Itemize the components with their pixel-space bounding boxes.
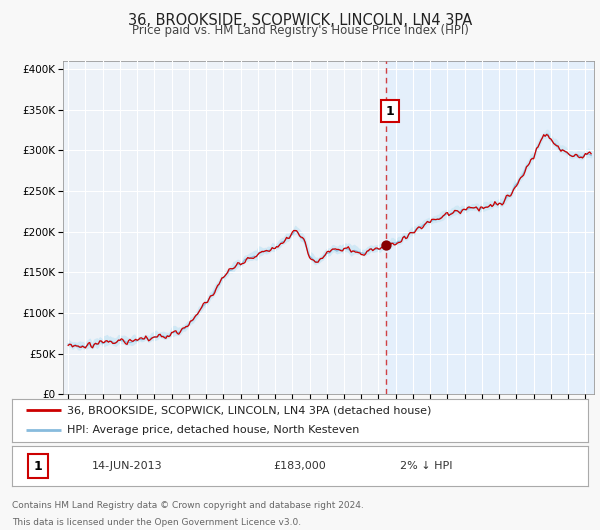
Text: 36, BROOKSIDE, SCOPWICK, LINCOLN, LN4 3PA (detached house): 36, BROOKSIDE, SCOPWICK, LINCOLN, LN4 3P… (67, 405, 431, 416)
Text: 14-JUN-2013: 14-JUN-2013 (92, 461, 163, 471)
Text: 36, BROOKSIDE, SCOPWICK, LINCOLN, LN4 3PA: 36, BROOKSIDE, SCOPWICK, LINCOLN, LN4 3P… (128, 13, 472, 28)
Text: 1: 1 (386, 105, 394, 118)
Text: 1: 1 (34, 460, 42, 473)
Text: Price paid vs. HM Land Registry's House Price Index (HPI): Price paid vs. HM Land Registry's House … (131, 24, 469, 37)
Text: Contains HM Land Registry data © Crown copyright and database right 2024.: Contains HM Land Registry data © Crown c… (12, 501, 364, 510)
Text: 2% ↓ HPI: 2% ↓ HPI (400, 461, 453, 471)
Text: £183,000: £183,000 (274, 461, 326, 471)
Text: This data is licensed under the Open Government Licence v3.0.: This data is licensed under the Open Gov… (12, 518, 301, 527)
Bar (386, 61, 594, 394)
Point (382, 241, 391, 250)
Text: HPI: Average price, detached house, North Kesteven: HPI: Average price, detached house, Nort… (67, 425, 359, 435)
